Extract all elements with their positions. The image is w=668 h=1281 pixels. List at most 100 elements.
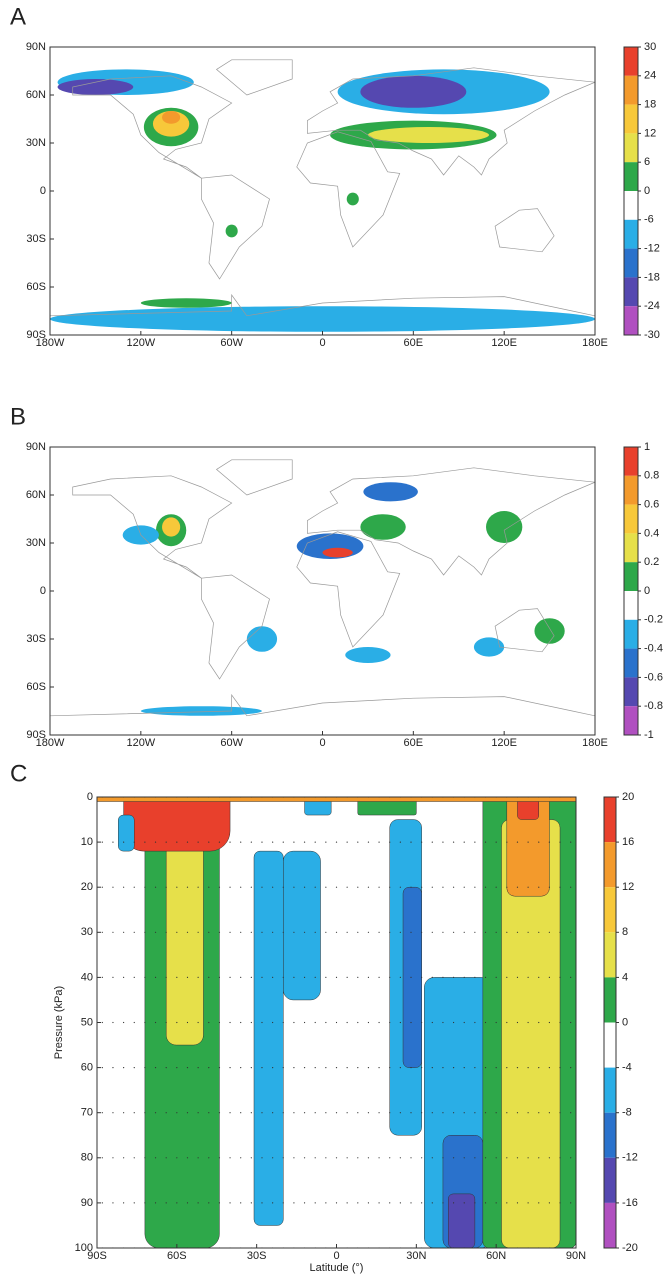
stipple: [367, 931, 370, 933]
stipple: [484, 1202, 487, 1204]
y-axis-label: Pressure (kPa): [53, 986, 65, 1059]
stipple: [272, 1067, 274, 1069]
stipple: [506, 1112, 508, 1114]
stipple: [421, 1067, 423, 1069]
coastline: [50, 693, 595, 717]
stipple: [452, 1021, 455, 1024]
stipple: [421, 976, 423, 979]
stipple: [421, 1202, 423, 1204]
stipple: [133, 976, 135, 979]
y-tick-label: 20: [81, 881, 93, 893]
stipple: [250, 931, 252, 933]
stipple: [272, 886, 274, 888]
stipple: [389, 1021, 391, 1024]
stipple: [570, 841, 572, 843]
colorbar-band: [604, 797, 616, 843]
panel-label: A: [10, 3, 26, 30]
stipple: [293, 931, 295, 933]
stipple: [293, 1202, 295, 1204]
stipple: [208, 976, 210, 979]
stipple: [421, 931, 423, 933]
stipple: [410, 976, 412, 979]
stipple: [559, 841, 561, 843]
y-tick-label: 90N: [26, 441, 46, 453]
stipple: [378, 1157, 380, 1159]
stipple: [538, 1021, 540, 1024]
stipple: [133, 1202, 135, 1204]
stipple: [463, 886, 465, 888]
stipple: [123, 1112, 125, 1114]
stipple: [516, 841, 519, 843]
colorbar-label: 30: [644, 41, 656, 53]
stipple: [303, 1202, 306, 1204]
field-patch: [225, 224, 238, 238]
stipple: [357, 1067, 359, 1069]
colorbar-label: -1: [644, 729, 654, 741]
stipple: [463, 976, 465, 979]
stipple: [154, 1021, 157, 1024]
stipple: [176, 1202, 178, 1204]
stipple: [399, 841, 401, 843]
stipple: [559, 886, 561, 888]
stipple: [250, 841, 252, 843]
y-tick-label: 30N: [26, 137, 46, 149]
field-patch: [246, 626, 278, 652]
coastline: [307, 67, 595, 176]
stipple: [335, 1067, 338, 1069]
stipple: [282, 1021, 284, 1024]
stipple: [112, 1067, 114, 1069]
stipple: [197, 1021, 199, 1024]
stipple: [463, 931, 465, 933]
y-tick-label: 30S: [26, 633, 46, 645]
stipple: [272, 976, 274, 979]
stipple: [112, 1021, 114, 1024]
stipple: [176, 976, 178, 979]
stipple: [154, 1202, 157, 1204]
colorbar-band: [624, 75, 638, 105]
stipple: [101, 1157, 103, 1159]
stipple: [133, 1157, 135, 1159]
stipple: [506, 1157, 508, 1159]
stipple: [314, 976, 316, 979]
stipple: [495, 976, 497, 979]
stipple: [261, 886, 263, 888]
stipple: [293, 1067, 295, 1069]
colorbar-band: [624, 191, 638, 220]
stipple: [367, 1021, 370, 1024]
colorbar-label: -24: [644, 300, 660, 312]
y-tick-label: 60S: [26, 281, 46, 293]
stipple: [314, 886, 316, 888]
stipple: [527, 1157, 529, 1159]
y-tick-label: 90: [81, 1197, 93, 1209]
stipple: [442, 1021, 444, 1024]
stipple: [442, 931, 444, 933]
colorbar-label: 12: [644, 127, 656, 139]
stipple: [229, 1021, 231, 1024]
colorbar-band: [624, 248, 638, 278]
stipple: [474, 1112, 476, 1114]
colorbar-band: [604, 887, 616, 933]
stipple: [506, 886, 508, 888]
colorbar-label: -30: [644, 329, 660, 341]
y-tick-label: 30S: [26, 233, 46, 245]
stipple: [410, 1067, 412, 1069]
stipple: [410, 1202, 412, 1204]
stipple: [335, 931, 338, 933]
stipple: [346, 886, 348, 888]
stipple: [165, 1112, 167, 1114]
stipple: [218, 841, 221, 843]
colorbar-band: [604, 1202, 616, 1248]
colorbar-band: [624, 504, 638, 534]
stipple: [527, 841, 529, 843]
colorbar-band: [604, 932, 616, 978]
colorbar-band: [624, 677, 638, 707]
stipple: [272, 1202, 274, 1204]
stipple: [261, 841, 263, 843]
y-tick-label: 50: [81, 1016, 93, 1028]
stipple: [176, 931, 178, 933]
stipple: [282, 1067, 284, 1069]
y-tick-label: 60N: [26, 489, 46, 501]
stipple: [399, 1067, 401, 1069]
y-tick-label: 70: [81, 1107, 93, 1119]
stipple: [570, 1021, 572, 1024]
